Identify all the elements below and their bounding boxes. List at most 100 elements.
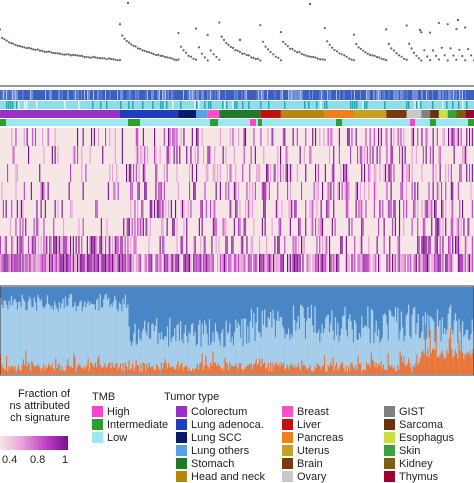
stacked-series-2 (250, 308, 253, 374)
heatmap-cell (179, 254, 181, 272)
track-mark (97, 90, 99, 100)
tumor-swatch (176, 471, 187, 482)
heatmap-cell (299, 254, 301, 272)
heatmap-cell (369, 146, 371, 164)
stacked-series-3 (18, 364, 20, 374)
heatmap-cell (23, 182, 25, 200)
stacked-series-3 (45, 366, 47, 374)
heatmap-cell (49, 236, 51, 254)
heatmap-cell (421, 164, 423, 182)
heatmap-cell (75, 254, 77, 272)
stacked-series-2 (183, 333, 185, 374)
track-mark (202, 90, 204, 100)
track-mark (166, 90, 168, 100)
heatmap-cell (364, 164, 366, 182)
heatmap-cell (295, 236, 297, 254)
stacked-series-2 (325, 317, 327, 374)
stacked-series-3 (333, 370, 335, 374)
stacked-series-3 (145, 371, 147, 374)
heatmap-cell (334, 218, 336, 236)
heatmap-cell (175, 200, 177, 218)
heatmap-cell (250, 236, 252, 254)
track-mark (294, 90, 295, 100)
stacked-series-2 (40, 299, 43, 374)
heatmap-cell (372, 254, 374, 272)
stacked-series-2 (338, 341, 340, 374)
stacked-series-3 (396, 371, 398, 374)
heatmap-cell (439, 218, 441, 236)
stacked-series-2 (354, 320, 356, 374)
track-mark (1, 90, 3, 100)
heatmap-cell (266, 182, 268, 200)
stacked-series-3 (442, 354, 445, 374)
tmb-mark (258, 119, 262, 126)
heatmap-cell (280, 146, 282, 164)
heatmap-cell (469, 218, 471, 236)
heatmap-cell (267, 164, 269, 182)
stacked-series-3 (82, 369, 85, 374)
heatmap-cell (302, 236, 304, 254)
heatmap-cell (333, 200, 335, 218)
scatter-point (23, 46, 26, 49)
scatter-point (378, 56, 381, 59)
heatmap-cell (359, 146, 361, 164)
heatmap-cell (344, 182, 346, 200)
heatmap-cell (424, 236, 426, 254)
heatmap-cell (232, 128, 234, 146)
heatmap-cell (121, 146, 123, 164)
stacked-series-3 (184, 367, 187, 374)
tumor-legend-item: Ovary (282, 471, 326, 483)
heatmap-cell (296, 128, 298, 146)
heatmap-cell (77, 128, 79, 146)
scatter-point (74, 54, 77, 57)
stacked-series-3 (290, 362, 292, 374)
stacked-series-3 (46, 368, 49, 374)
stacked-series-2 (104, 295, 106, 374)
scatter-point (103, 57, 106, 60)
heatmap-cell (316, 236, 318, 254)
scatter-point (78, 54, 82, 58)
stacked-series-3 (435, 326, 437, 374)
scatter-point (177, 58, 180, 61)
stacked-series-2 (380, 340, 382, 374)
heatmap-cell (378, 254, 380, 272)
stacked-series-3 (169, 367, 171, 374)
stacked-series-3 (13, 368, 15, 374)
stacked-series-3 (451, 348, 453, 374)
stacked-series-2 (206, 333, 208, 374)
stacked-series-3 (291, 366, 293, 374)
stacked-series-3 (187, 370, 189, 374)
tumor-label: Kidney (399, 458, 433, 470)
heatmap-cell (158, 182, 160, 200)
stacked-series-2 (79, 302, 81, 374)
heatmap-cell (313, 254, 315, 272)
heatmap-cell (449, 236, 451, 254)
heatmap-cell (389, 236, 391, 254)
heatmap-cell (193, 236, 195, 254)
stacked-series-3 (344, 370, 346, 374)
stacked-series-2 (97, 298, 99, 374)
stacked-series-3 (400, 355, 403, 374)
heatmap-cell (75, 236, 77, 254)
stacked-series-3 (463, 358, 465, 374)
heatmap-cell (109, 254, 111, 272)
heatmap-cell (331, 218, 333, 236)
heatmap-cell (225, 218, 227, 236)
heatmap-cell (378, 128, 380, 146)
heatmap-cell (410, 254, 412, 272)
tumor-label: Sarcoma (399, 419, 444, 431)
scatter-point (14, 43, 17, 47)
stacked-series-2 (42, 306, 44, 374)
heatmap-cell (205, 164, 207, 182)
tumor-legend-item: Esophagus (384, 432, 454, 444)
track-mark (445, 90, 447, 100)
heatmap-cell (163, 236, 165, 254)
track-mark (201, 90, 202, 100)
heatmap-cell (159, 200, 161, 218)
heatmap-cell (225, 182, 227, 200)
stacked-series-3 (352, 367, 355, 374)
scatter-point (328, 43, 331, 46)
stacked-series-2 (237, 322, 239, 374)
scatter-point (81, 54, 84, 58)
track-mark (152, 101, 154, 109)
